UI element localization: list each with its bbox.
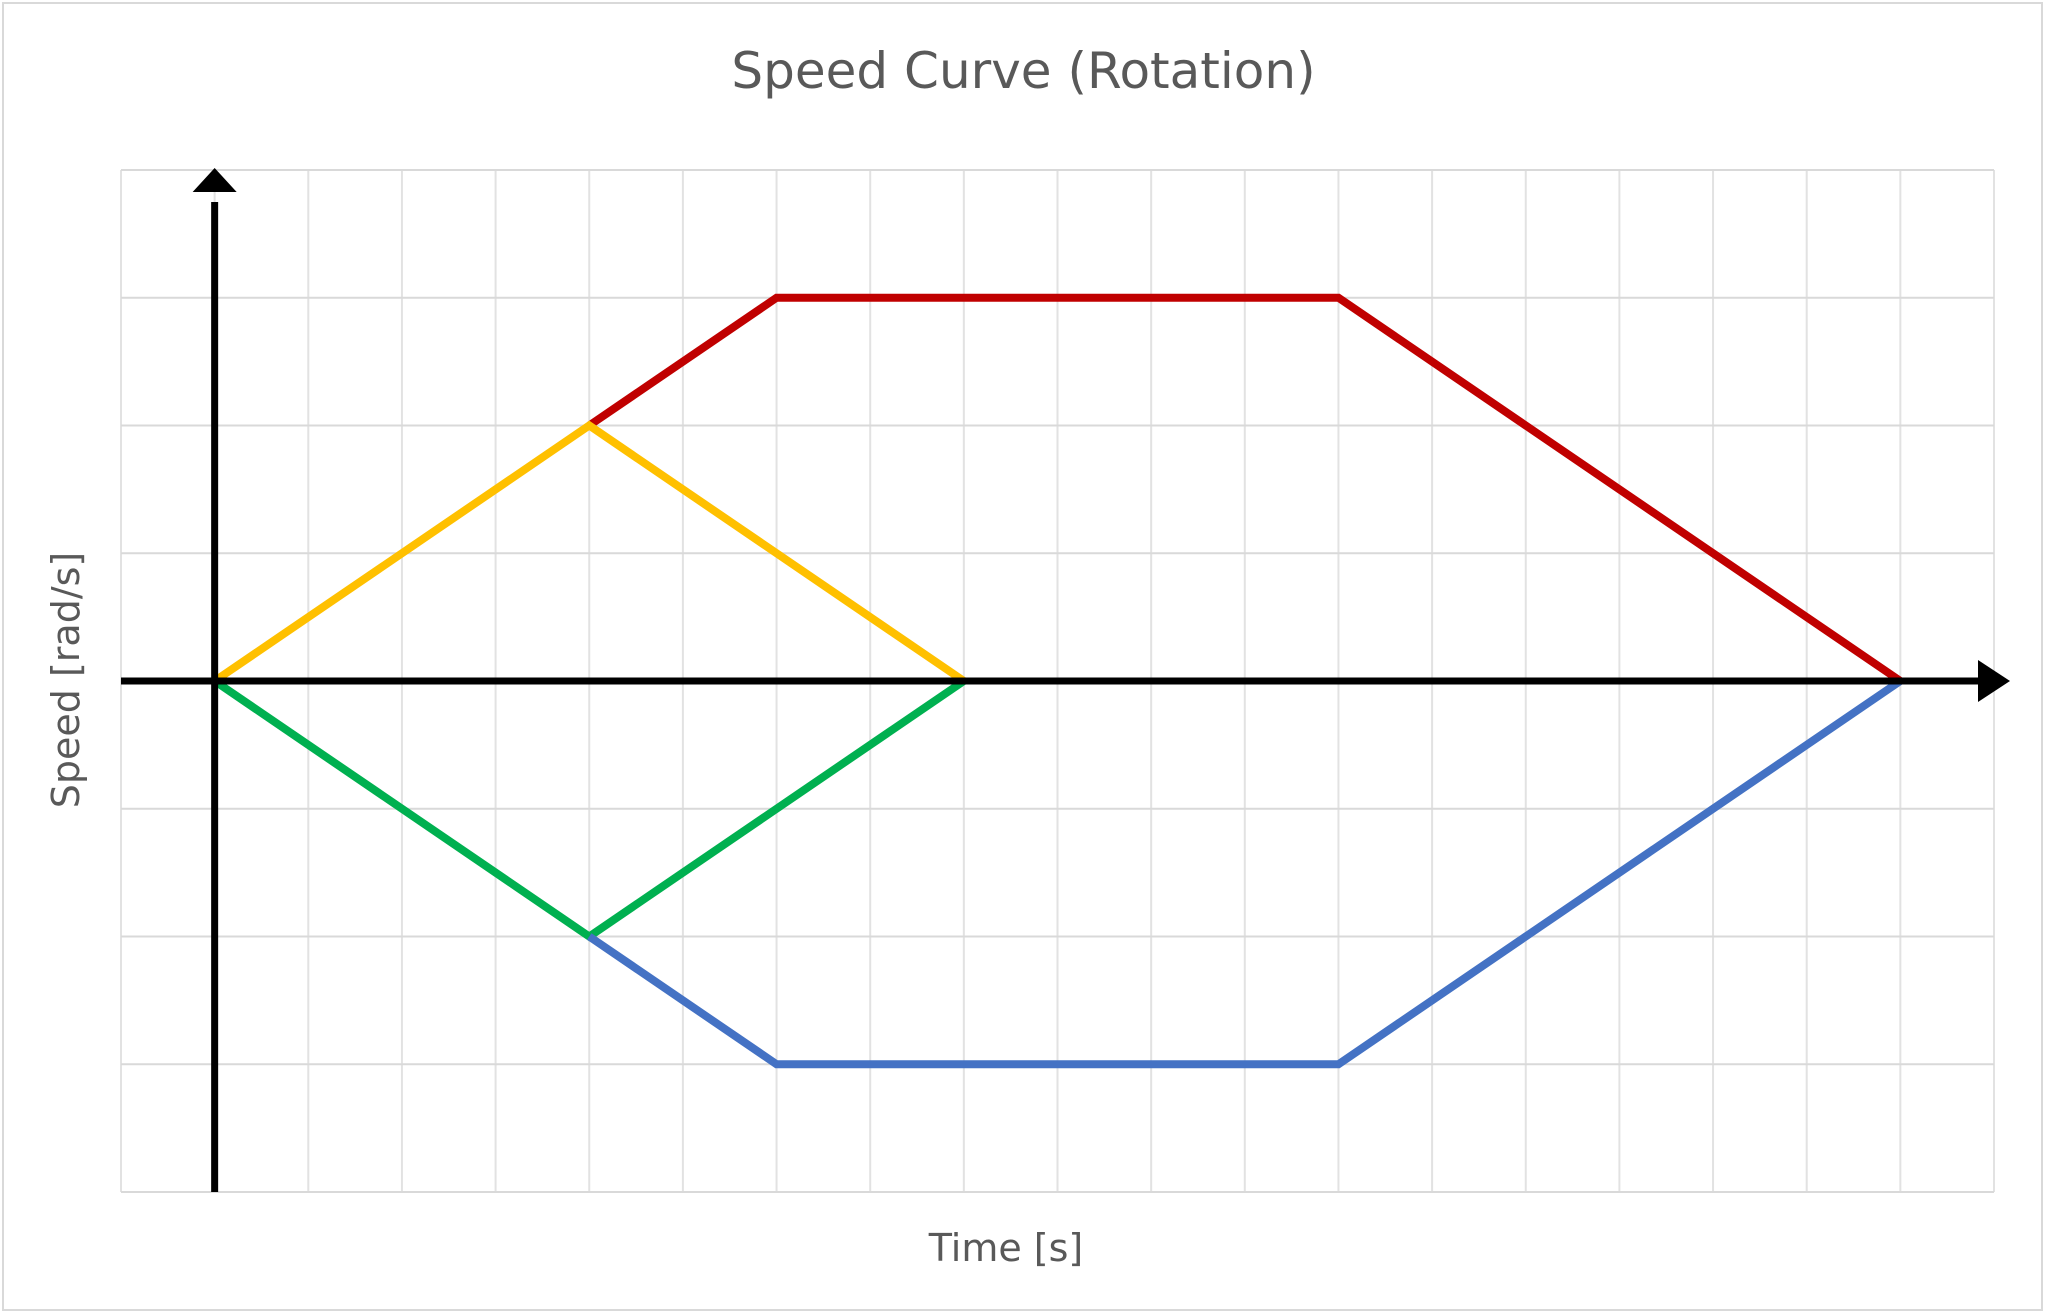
series-line-2 bbox=[212, 420, 967, 685]
axes bbox=[121, 168, 2010, 1192]
y-axis-arrow-icon bbox=[192, 168, 237, 192]
series-line-4 bbox=[586, 677, 1903, 1069]
chart-title: Speed Curve (Rotation) bbox=[731, 42, 1316, 100]
series-lines bbox=[212, 293, 1903, 1069]
series-line-1 bbox=[586, 293, 1903, 685]
x-axis-arrow-icon bbox=[1978, 660, 2010, 702]
x-axis-title: Time [s] bbox=[928, 1226, 1084, 1270]
y-axis-title: Speed [rad/s] bbox=[44, 551, 88, 809]
